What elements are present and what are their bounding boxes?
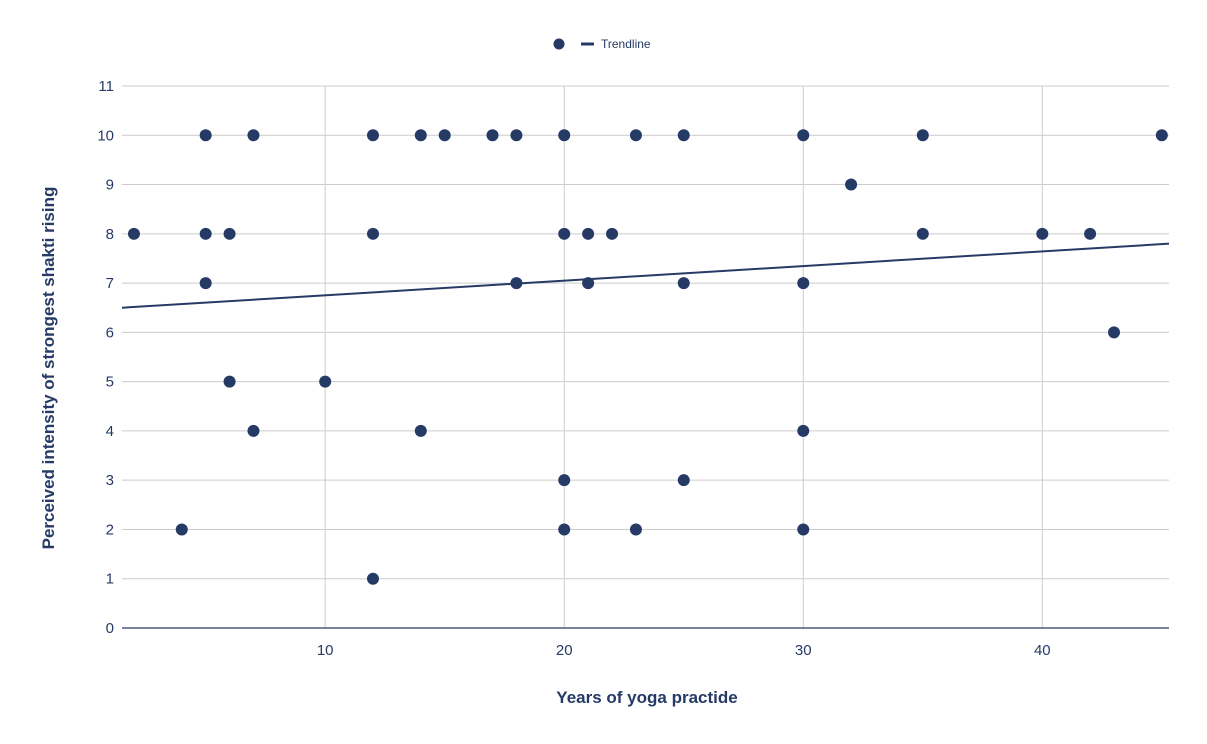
data-point [1084,227,1097,240]
data-point [558,474,571,487]
data-point [414,424,427,437]
x-axis-title: Years of yoga practide [556,688,737,707]
trendline [121,242,1170,309]
y-axis-title: Perceived intensity of strongest shakti … [39,187,58,550]
data-point [606,227,619,240]
data-point [677,129,690,142]
data-point [438,129,451,142]
data-point [558,227,571,240]
data-point [247,129,260,142]
data-point [175,523,188,536]
y-tick-label: 9 [106,177,114,194]
x-tick-label: 40 [1034,642,1051,659]
data-point [223,375,236,388]
data-point [199,227,212,240]
data-point [797,424,810,437]
data-point [916,227,929,240]
data-point [414,129,427,142]
x-tick-label: 10 [317,642,334,659]
x-tick-label: 30 [795,642,812,659]
y-tick-label: 1 [106,571,114,588]
data-point [797,523,810,536]
data-point [558,523,571,536]
data-point [558,129,571,142]
data-point [916,129,929,142]
data-point [629,523,642,536]
data-point [127,227,140,240]
data-point [797,277,810,290]
data-point [199,129,212,142]
data-point [582,227,595,240]
data-point [366,572,379,585]
data-point [677,474,690,487]
y-tick-label: 6 [106,324,114,341]
data-point [247,424,260,437]
data-point [366,129,379,142]
data-point [510,277,523,290]
y-tick-label: 10 [97,127,114,144]
data-point [366,227,379,240]
y-tick-label: 8 [106,226,114,243]
y-tick-label: 5 [106,374,114,391]
legend-marker-dot [553,38,565,50]
y-tick-label: 7 [106,275,114,292]
data-point [845,178,858,191]
data-point [486,129,499,142]
x-axis-ticks: 10 20 30 40 [317,642,1051,659]
x-tick-label: 20 [556,642,573,659]
grid [122,85,1169,628]
y-tick-label: 11 [98,78,114,95]
data-point [582,277,595,290]
legend-marker-trendline [581,42,594,46]
legend-label-trendline: Trendline [601,37,651,51]
data-points [127,129,1168,585]
y-axis-ticks: 0 1 2 3 4 5 6 7 8 9 10 11 [97,78,114,637]
y-tick-label: 3 [106,472,114,489]
data-point [1108,326,1121,339]
data-point [677,277,690,290]
data-point [199,277,212,290]
data-point [1036,227,1049,240]
y-tick-label: 4 [106,423,114,440]
data-point [797,129,810,142]
legend: Trendline [553,37,651,51]
data-point [510,129,523,142]
y-tick-label: 0 [106,620,114,637]
y-tick-label: 2 [106,521,114,538]
data-point [223,227,236,240]
data-point [1155,129,1168,142]
data-point [319,375,332,388]
data-point [629,129,642,142]
